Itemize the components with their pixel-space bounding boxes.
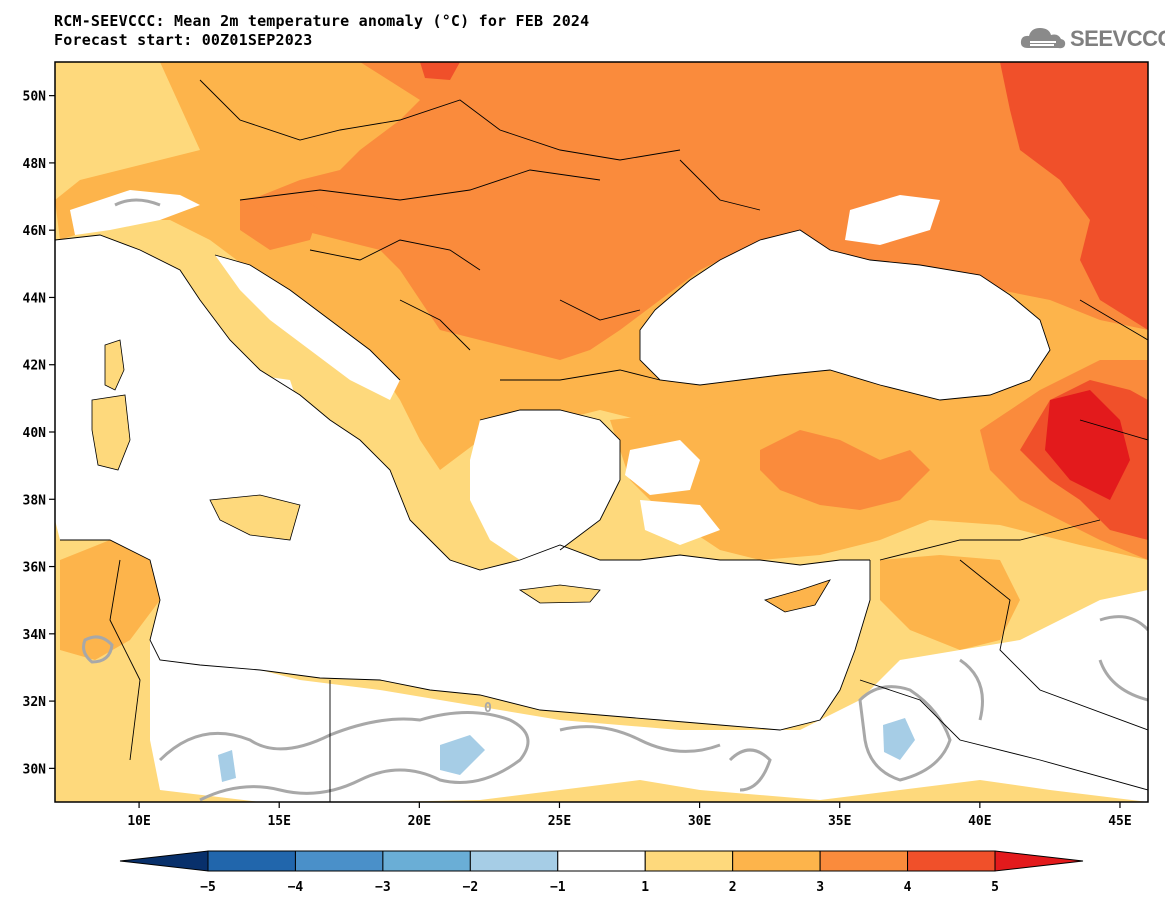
coastline-aegean <box>479 409 621 551</box>
lon-tick-label: 25E <box>548 814 571 829</box>
lat-tick-label: 42N <box>23 359 47 374</box>
lon-tick-label: 10E <box>127 814 150 829</box>
colorbar-label: −3 <box>375 880 391 895</box>
colorbar-label: 1 <box>641 880 649 895</box>
anomaly-neg-libya-2 <box>218 750 236 782</box>
anomaly-near-zero-anatolia <box>625 440 700 495</box>
colorbar-label: 5 <box>991 880 999 895</box>
seevccc-logo: SEEVCCC <box>1018 22 1165 56</box>
sea-azov <box>845 195 940 245</box>
colorbar-label: 4 <box>904 880 912 895</box>
anomaly-2-3-tunisia <box>60 540 160 660</box>
contour-africa <box>158 711 530 802</box>
lat-tick-label: 50N <box>23 90 47 105</box>
title-line-1: RCM-SEEVCCC: Mean 2m temperature anomaly… <box>54 12 590 30</box>
lat-tick-label: 30N <box>23 762 47 777</box>
anomaly-3-4-region <box>250 62 1148 360</box>
coastline-levant <box>60 539 871 731</box>
contour-jordan <box>858 685 952 782</box>
sea-adriatic <box>215 255 400 400</box>
anomaly-field <box>55 62 1148 802</box>
lon-tick-label: 30E <box>688 814 711 829</box>
contour-label: 0 <box>484 701 492 716</box>
coastlines-borders <box>55 79 1148 802</box>
lat-tick-label: 38N <box>23 493 47 508</box>
lon-tick-label: 45E <box>1108 814 1131 829</box>
lat-tick-label: 46N <box>23 224 47 239</box>
anomaly-5-core <box>1045 390 1130 500</box>
lat-tick-label: 40N <box>23 426 47 441</box>
anomaly-4-5-north <box>420 62 460 80</box>
anomaly-3-4-turkey-1 <box>760 430 930 510</box>
lon-tick-label: 15E <box>267 814 290 829</box>
colorbar-bin <box>819 850 909 872</box>
contour-libya <box>559 725 721 753</box>
lon-tick-label: 35E <box>828 814 851 829</box>
lon-tick-label: 20E <box>408 814 431 829</box>
longitude-axis: 10E 15E 20E 25E 30E 35E 40E 45E <box>127 802 1132 829</box>
contour-east <box>959 615 1148 721</box>
contour-egypt <box>728 748 772 792</box>
anomaly-near-zero-alps <box>70 190 200 235</box>
colorbar-min-arrow <box>119 850 209 872</box>
land-cyprus <box>764 579 831 613</box>
colorbar-label: −5 <box>200 880 216 895</box>
colorbar-bin <box>557 850 646 872</box>
land-corsica <box>104 339 125 391</box>
colorbar-bin <box>294 850 384 872</box>
anomaly-neg-jordan <box>883 718 915 760</box>
lat-tick-label: 32N <box>23 695 47 710</box>
lat-tick-label: 44N <box>23 291 47 306</box>
contour-tunisia <box>82 635 114 664</box>
map-title: RCM-SEEVCCC: Mean 2m temperature anomaly… <box>54 12 589 50</box>
colorbar: −5 −4 −3 −2 −1 1 2 3 4 5 <box>119 850 1084 895</box>
lat-tick-label: 34N <box>23 628 47 643</box>
lon-tick-label: 40E <box>968 814 991 829</box>
anomaly-4-5-northeast <box>1000 62 1148 330</box>
colorbar-label: −4 <box>288 880 304 895</box>
land-sicily <box>209 494 301 541</box>
colorbar-label: 2 <box>729 880 737 895</box>
sea-aegean <box>470 410 620 560</box>
anomaly-near-zero-anatolia-2 <box>640 500 720 545</box>
colorbar-bin <box>207 850 296 872</box>
colorbar-bin <box>907 850 996 872</box>
cloud-icon <box>1020 28 1066 49</box>
anomaly-2-3-levant <box>880 555 1020 650</box>
lat-tick-label: 36N <box>23 561 47 576</box>
anomaly-3-4-alps <box>240 190 320 250</box>
colorbar-bin <box>382 850 471 872</box>
anomaly-neg-libya <box>440 735 485 775</box>
colorbar-bin <box>644 850 734 872</box>
land-crete <box>518 584 601 604</box>
logo-text: SEEVCCC <box>1070 26 1165 51</box>
colorbar-label: −1 <box>550 880 566 895</box>
coastline-black-sea <box>639 229 1051 401</box>
colorbar-bin <box>732 850 821 872</box>
contour-alps <box>114 198 161 207</box>
coastline-north-med <box>55 234 870 571</box>
zero-contours <box>82 198 1148 802</box>
colorbar-max-arrow <box>994 850 1084 872</box>
colorbar-label: −2 <box>463 880 479 895</box>
title-line-2: Forecast start: 00Z01SEP2023 <box>54 31 313 49</box>
latitude-axis: 50N 48N 46N 44N 42N 40N 38N 36N 34N 32N 30N <box>23 90 55 777</box>
sea-mediterranean <box>55 235 870 730</box>
colorbar-bin <box>469 850 559 872</box>
land-sardinia <box>91 394 131 471</box>
coastline-adriatic <box>214 254 401 381</box>
border-lines <box>109 79 1148 802</box>
sea-black-sea <box>640 230 1050 400</box>
colorbar-label: 3 <box>816 880 824 895</box>
lat-tick-label: 48N <box>23 157 47 172</box>
